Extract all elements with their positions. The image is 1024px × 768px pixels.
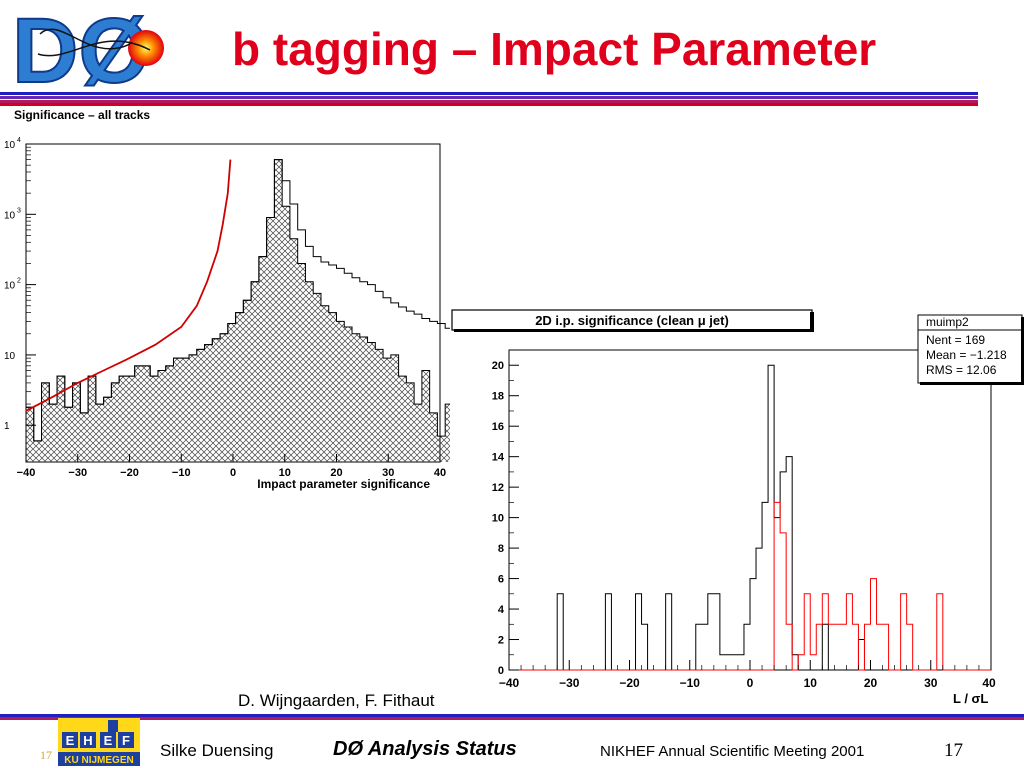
slide-number-ghost: 17 — [40, 748, 52, 762]
authors-credit: D. Wijngaarden, F. Fithaut — [238, 691, 435, 710]
x-tick-label: −40 — [17, 467, 36, 479]
x-tick-label: −20 — [619, 676, 640, 690]
ip-significance-clean-mu-jet-chart: 2D i.p. significance (clean μ jet) 0 2 4 6 8… — [451, 309, 1024, 706]
y-tick-exponent: 4 — [17, 137, 21, 144]
x-tick-label: 20 — [864, 676, 878, 690]
y-tick-label: 10 — [4, 281, 16, 292]
y-tick-label: 14 — [492, 452, 505, 464]
x-tick-label: 10 — [804, 676, 818, 690]
y-tick-label: 10 — [4, 140, 16, 151]
y-tick-label: 1 — [4, 421, 10, 432]
x-tick-label: 0 — [747, 676, 754, 690]
x-tick-label: 10 — [279, 467, 291, 479]
slide-title: b tagging – Impact Parameter — [232, 23, 877, 75]
stats-entries: Nent = 169 — [926, 333, 985, 347]
y-tick-exponent: 2 — [17, 278, 21, 285]
red-histogram — [509, 501, 991, 671]
logo-caption: KU NIJMEGEN — [64, 755, 133, 766]
y-tick-label: 18 — [492, 391, 504, 403]
page-number: 17 — [944, 740, 963, 761]
x-tick-label: 0 — [230, 467, 236, 479]
logo-letter: H — [83, 733, 92, 748]
x-tick-label: 20 — [330, 467, 342, 479]
logo-letter: F — [122, 733, 130, 748]
do-experiment-logo: DØ — [11, 4, 164, 94]
logo-letter: E — [104, 733, 113, 748]
footer-meeting: NIKHEF Annual Scientific Meeting 2001 — [600, 743, 865, 760]
y-tick-label: 2 — [498, 635, 504, 647]
fit-curve — [25, 159, 232, 412]
footer-divider — [0, 714, 1024, 720]
logo-lettering: DØ — [12, 4, 150, 94]
stats-rms: RMS = 12.06 — [926, 363, 997, 377]
y-tick-label: 4 — [498, 604, 505, 616]
x-tick-label: 40 — [982, 676, 996, 690]
x-tick-label: −10 — [680, 676, 701, 690]
x-tick-label: −40 — [499, 676, 520, 690]
outline-histogram — [25, 159, 450, 462]
x-tick-label: 40 — [434, 467, 446, 479]
ehef-kun-logo: E H E F KU NIJMEGEN — [58, 718, 140, 766]
chart2-xlabel: L / σL — [953, 691, 988, 706]
y-tick-exponent: 3 — [17, 207, 21, 214]
y-tick-label: 10 — [4, 351, 16, 362]
y-tick-label: 0 — [498, 665, 504, 677]
footer-title: DØ Analysis Status — [333, 738, 517, 760]
footer-author: Silke Duensing — [160, 741, 274, 760]
stats-name: muimp2 — [926, 315, 969, 329]
chart1-xlabel: Impact parameter significance — [257, 477, 430, 491]
logo-tracks-icon — [37, 28, 151, 57]
x-tick-label: 30 — [924, 676, 938, 690]
x-tick-label: −30 — [559, 676, 580, 690]
y-tick-label: 10 — [492, 513, 504, 525]
y-tick-label: 8 — [498, 543, 504, 555]
chart2-title: 2D i.p. significance (clean μ jet) — [535, 313, 729, 328]
title-divider — [0, 92, 978, 106]
stats-mean: Mean = −1.218 — [926, 348, 1007, 362]
x-tick-label: −20 — [120, 467, 139, 479]
y-tick-label: 6 — [498, 574, 504, 586]
stats-box: muimp2 Nent = 169 Mean = −1.218 RMS = 12… — [917, 314, 1024, 385]
x-tick-label: −10 — [172, 467, 191, 479]
y-tick-label: 12 — [492, 482, 504, 494]
x-tick-label: −30 — [68, 467, 87, 479]
y-tick-label: 16 — [492, 421, 504, 433]
y-tick-label: 20 — [492, 360, 504, 372]
logo-letter: E — [66, 733, 75, 748]
x-tick-label: 30 — [382, 467, 394, 479]
y-tick-label: 10 — [4, 210, 16, 221]
chart1-title: Significance – all tracks — [14, 108, 150, 122]
